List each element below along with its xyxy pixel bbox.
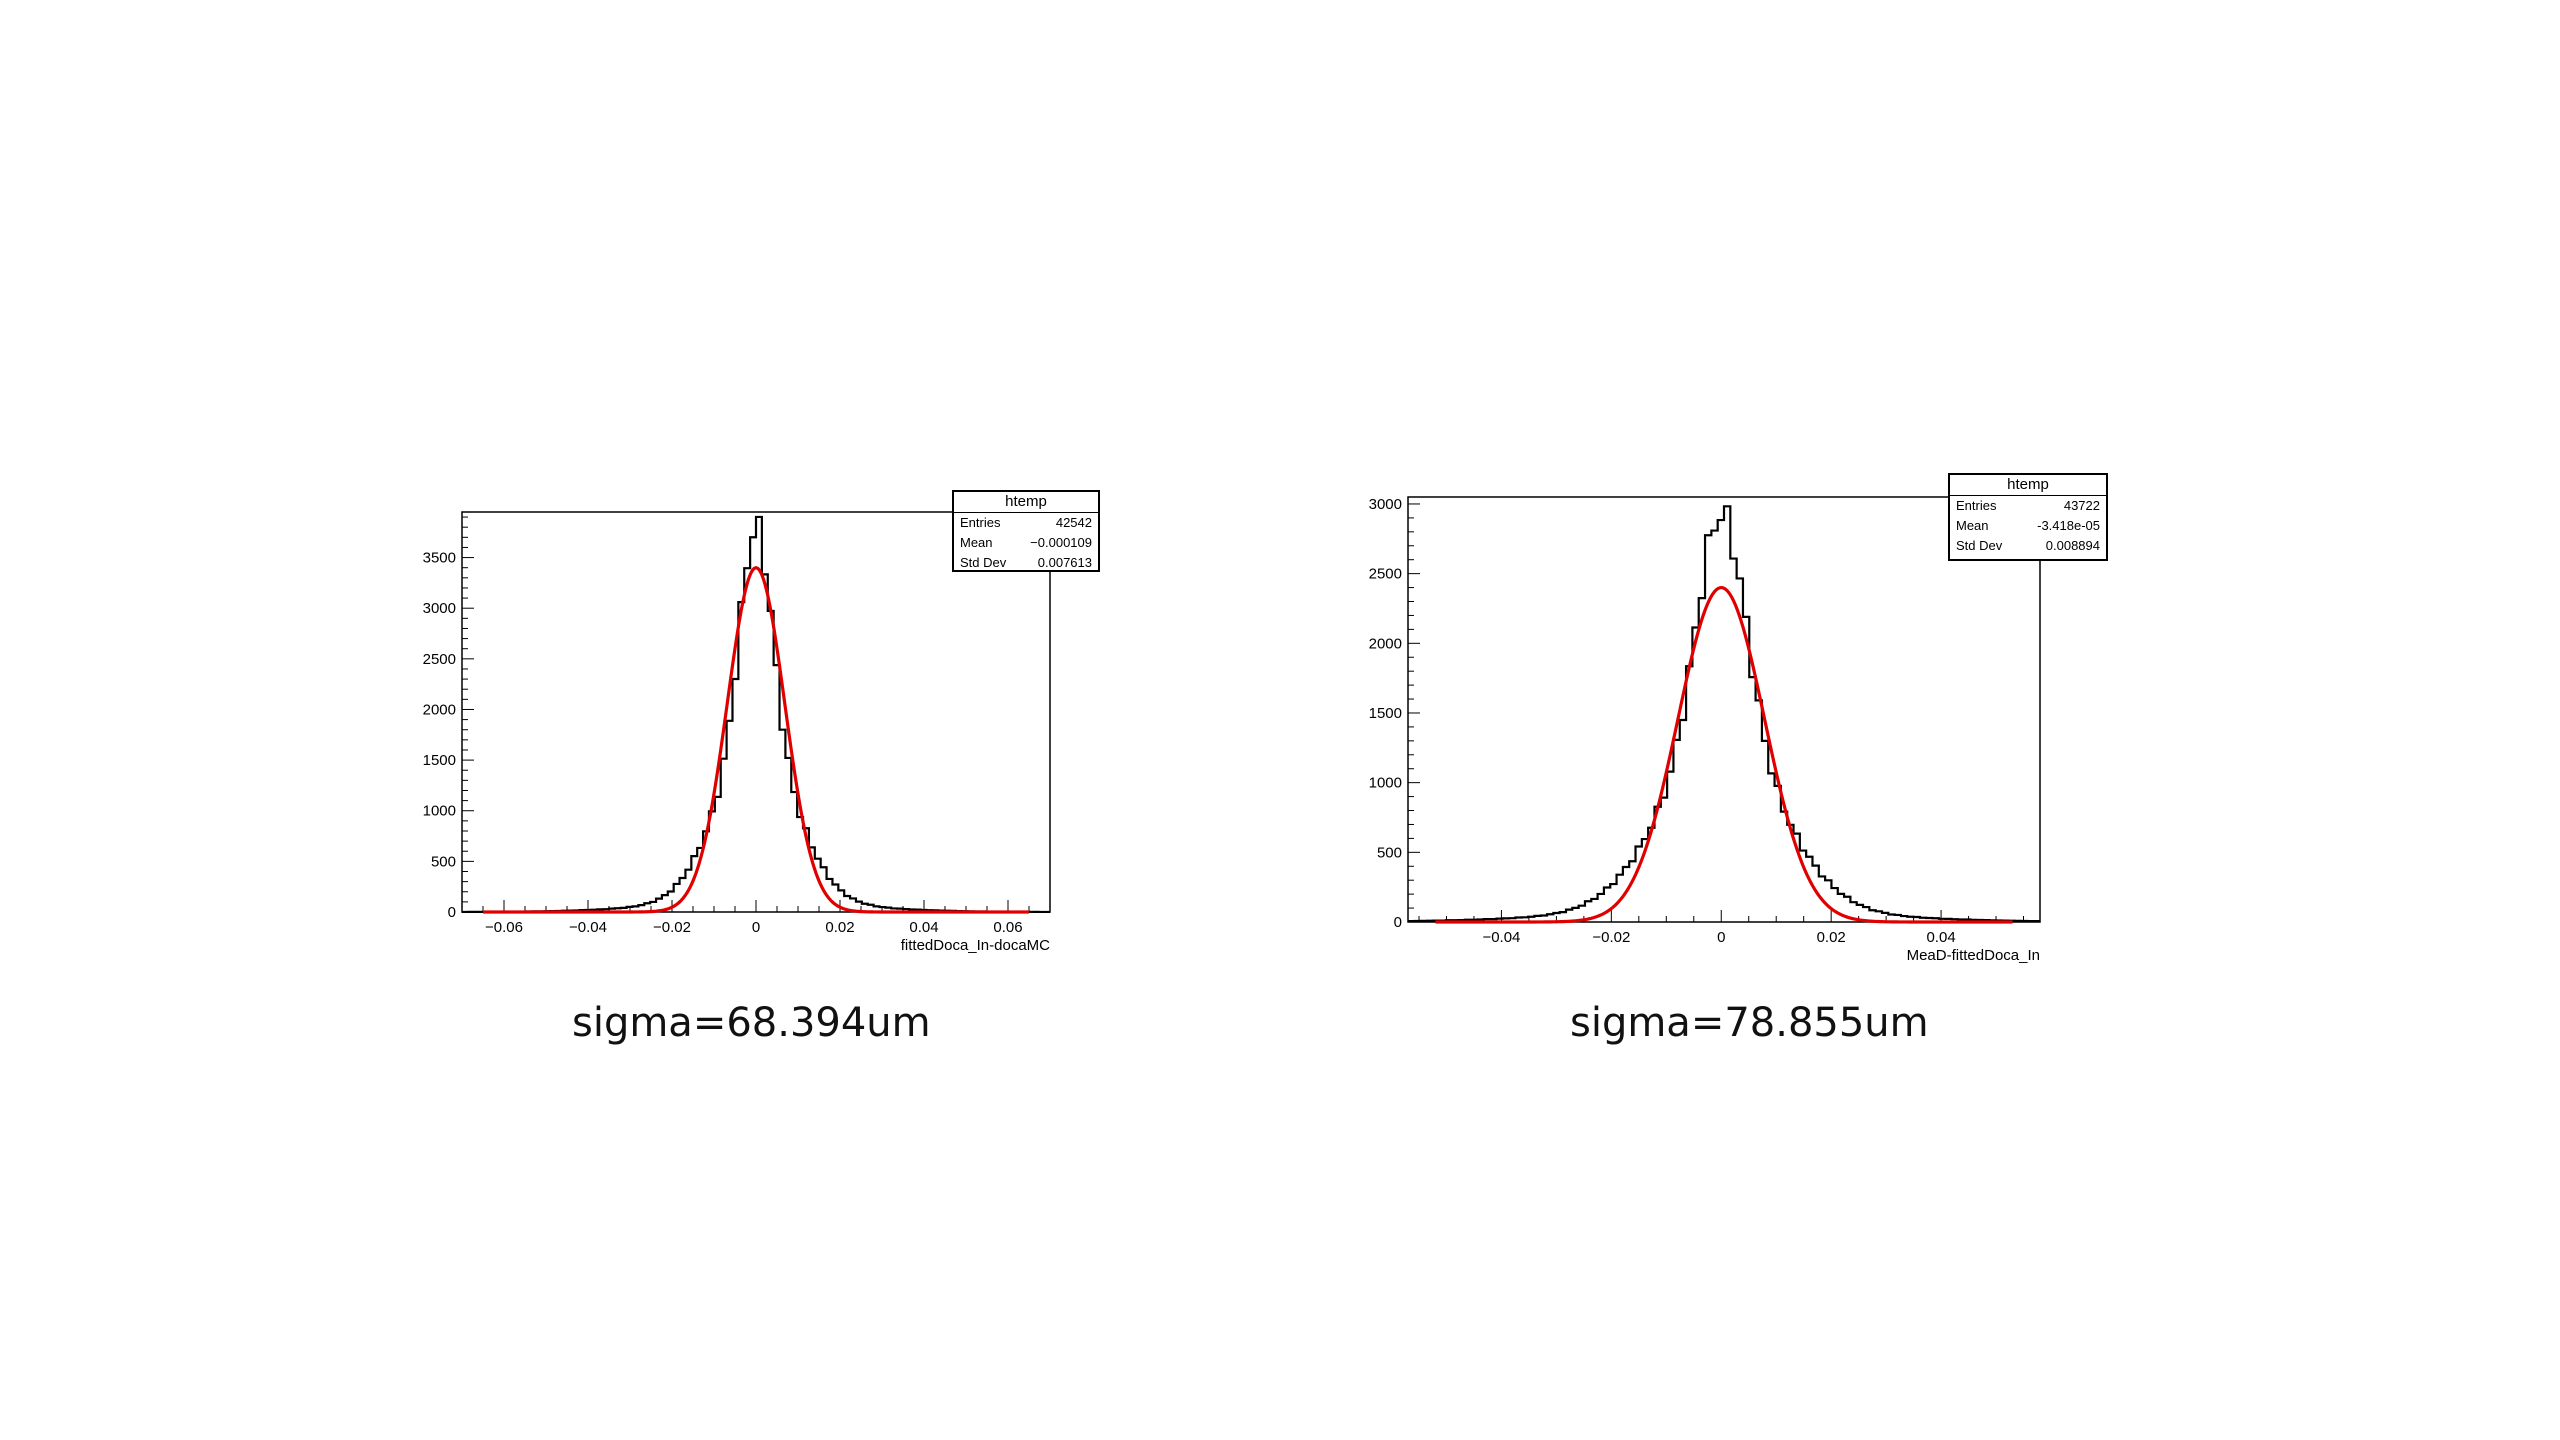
x-tick-label: −0.02 <box>1592 929 1630 946</box>
stats-box-title: htemp <box>1950 475 2106 496</box>
stats-box-title: htemp <box>954 492 1098 513</box>
y-tick-label: 2000 <box>1369 635 1402 652</box>
y-tick-label: 0 <box>1394 914 1402 931</box>
gaussian-fit-curve <box>1435 586 2013 924</box>
y-tick-label: 1500 <box>423 752 456 769</box>
plot-frame <box>1407 496 2041 923</box>
stats-value: −0.000109 <box>1030 535 1092 550</box>
stats-label: Entries <box>1956 498 1997 513</box>
x-tick-label: 0 <box>1717 929 1725 946</box>
histogram-panel-right: 0 500 1000 1500 2000 2500 3000 −0.04 −0.02 0 0.02 0… <box>1340 455 2108 1046</box>
stats-label: Mean <box>1956 518 1989 533</box>
stats-row-mean: Mean −0.000109 <box>954 533 1098 553</box>
x-tick-label: 0.04 <box>909 919 938 936</box>
stats-label: Std Dev <box>960 555 1007 570</box>
sigma-caption-right: sigma=78.855um <box>1570 1000 1929 1046</box>
stats-row-entries: Entries 42542 <box>954 513 1098 533</box>
stats-value: -3.418e-05 <box>2037 518 2100 533</box>
x-tick-label: 0.02 <box>825 919 854 936</box>
x-tick-label: −0.04 <box>569 919 607 936</box>
stats-label: Std Dev <box>1956 538 2003 553</box>
histogram-series <box>1408 505 2040 923</box>
histogram-series <box>462 515 1050 914</box>
y-tick-label: 0 <box>448 904 456 921</box>
stats-box-left: htemp Entries 42542 Mean −0.000109 Std D… <box>952 490 1100 572</box>
x-tick-label: 0.06 <box>993 919 1022 936</box>
x-tick-label: 0.04 <box>1926 929 1955 946</box>
y-tick-label: 3000 <box>1369 496 1402 513</box>
stats-value: 43722 <box>2063 498 2100 513</box>
stats-value: 0.008894 <box>2045 538 2100 553</box>
y-tick-label: 2000 <box>423 701 456 718</box>
y-tick-label: 1500 <box>1369 705 1402 722</box>
stats-row-mean: Mean -3.418e-05 <box>1950 516 2106 536</box>
stats-row-stddev: Std Dev 0.008894 <box>1950 536 2106 556</box>
stats-box-right: htemp Entries 43722 Mean -3.418e-05 Std … <box>1948 473 2108 561</box>
stats-value: 0.007613 <box>1037 555 1092 570</box>
y-tick-label: 500 <box>431 853 456 870</box>
y-tick-label: 500 <box>1377 844 1402 861</box>
histogram-plot-left: 0 500 1000 1500 2000 2500 3000 3500 −0.06 −0.04 −0… <box>423 511 1051 954</box>
gaussian-fit-curve <box>483 565 1029 914</box>
x-axis-title: fittedDoca_In-docaMC <box>901 937 1050 954</box>
y-tick-label: 1000 <box>423 803 456 820</box>
stats-row-stddev: Std Dev 0.007613 <box>954 553 1098 573</box>
histogram-plot-right: 0 500 1000 1500 2000 2500 3000 −0.04 −0.02 0 0.02 0… <box>1369 496 2041 964</box>
x-tick-label: 0 <box>752 919 760 936</box>
y-tick-label: 3000 <box>423 600 456 617</box>
y-tick-label: 2500 <box>423 651 456 668</box>
y-tick-label: 3500 <box>423 550 456 567</box>
stats-label: Mean <box>960 535 993 550</box>
x-tick-label: −0.04 <box>1482 929 1520 946</box>
x-tick-label: −0.06 <box>485 919 523 936</box>
sigma-caption-left: sigma=68.394um <box>572 1000 931 1046</box>
histogram-panel-left: 0 500 1000 1500 2000 2500 3000 3500 −0.06 −0.04 −0… <box>400 470 1100 1046</box>
x-tick-label: 0.02 <box>1817 929 1846 946</box>
x-axis-title: MeaD-fittedDoca_In <box>1907 947 2040 964</box>
stats-row-entries: Entries 43722 <box>1950 496 2106 516</box>
stats-value: 42542 <box>1055 515 1092 530</box>
y-tick-label: 1000 <box>1369 775 1402 792</box>
stats-label: Entries <box>960 515 1001 530</box>
y-tick-label: 2500 <box>1369 566 1402 583</box>
x-tick-label: −0.02 <box>653 919 691 936</box>
